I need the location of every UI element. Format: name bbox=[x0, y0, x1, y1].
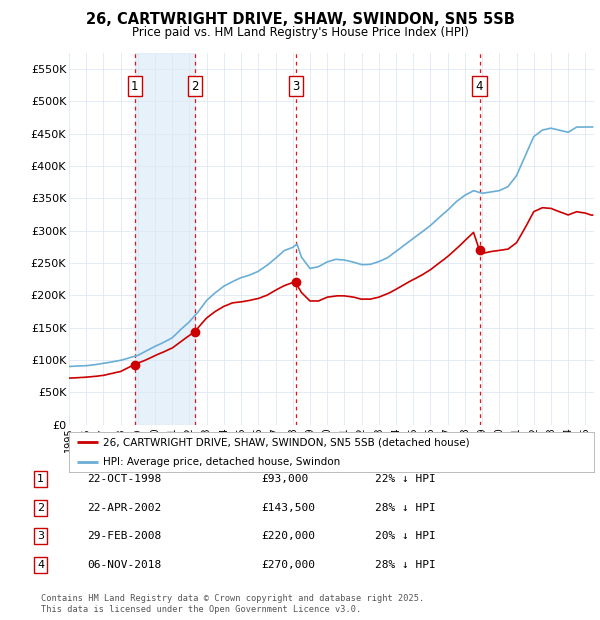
Text: 28% ↓ HPI: 28% ↓ HPI bbox=[375, 503, 436, 513]
Text: HPI: Average price, detached house, Swindon: HPI: Average price, detached house, Swin… bbox=[103, 458, 340, 467]
Bar bbox=[134, 53, 195, 425]
Text: 20% ↓ HPI: 20% ↓ HPI bbox=[375, 531, 436, 541]
Text: 2: 2 bbox=[37, 503, 44, 513]
Text: 4: 4 bbox=[37, 560, 44, 570]
Text: 1: 1 bbox=[37, 474, 44, 484]
Text: £220,000: £220,000 bbox=[261, 531, 315, 541]
Text: £143,500: £143,500 bbox=[261, 503, 315, 513]
Text: £270,000: £270,000 bbox=[261, 560, 315, 570]
Text: 2: 2 bbox=[191, 80, 199, 92]
Text: £93,000: £93,000 bbox=[261, 474, 308, 484]
Text: 06-NOV-2018: 06-NOV-2018 bbox=[87, 560, 161, 570]
Text: Price paid vs. HM Land Registry's House Price Index (HPI): Price paid vs. HM Land Registry's House … bbox=[131, 26, 469, 39]
Text: 22-OCT-1998: 22-OCT-1998 bbox=[87, 474, 161, 484]
Text: 29-FEB-2008: 29-FEB-2008 bbox=[87, 531, 161, 541]
Text: 4: 4 bbox=[476, 80, 483, 92]
Text: Contains HM Land Registry data © Crown copyright and database right 2025.
This d: Contains HM Land Registry data © Crown c… bbox=[41, 595, 424, 614]
Text: 28% ↓ HPI: 28% ↓ HPI bbox=[375, 560, 436, 570]
Text: 3: 3 bbox=[292, 80, 299, 92]
Text: 26, CARTWRIGHT DRIVE, SHAW, SWINDON, SN5 5SB (detached house): 26, CARTWRIGHT DRIVE, SHAW, SWINDON, SN5… bbox=[103, 437, 470, 447]
Text: 1: 1 bbox=[131, 80, 139, 92]
Text: 3: 3 bbox=[37, 531, 44, 541]
Text: 26, CARTWRIGHT DRIVE, SHAW, SWINDON, SN5 5SB: 26, CARTWRIGHT DRIVE, SHAW, SWINDON, SN5… bbox=[86, 12, 514, 27]
Text: 22% ↓ HPI: 22% ↓ HPI bbox=[375, 474, 436, 484]
Text: 22-APR-2002: 22-APR-2002 bbox=[87, 503, 161, 513]
